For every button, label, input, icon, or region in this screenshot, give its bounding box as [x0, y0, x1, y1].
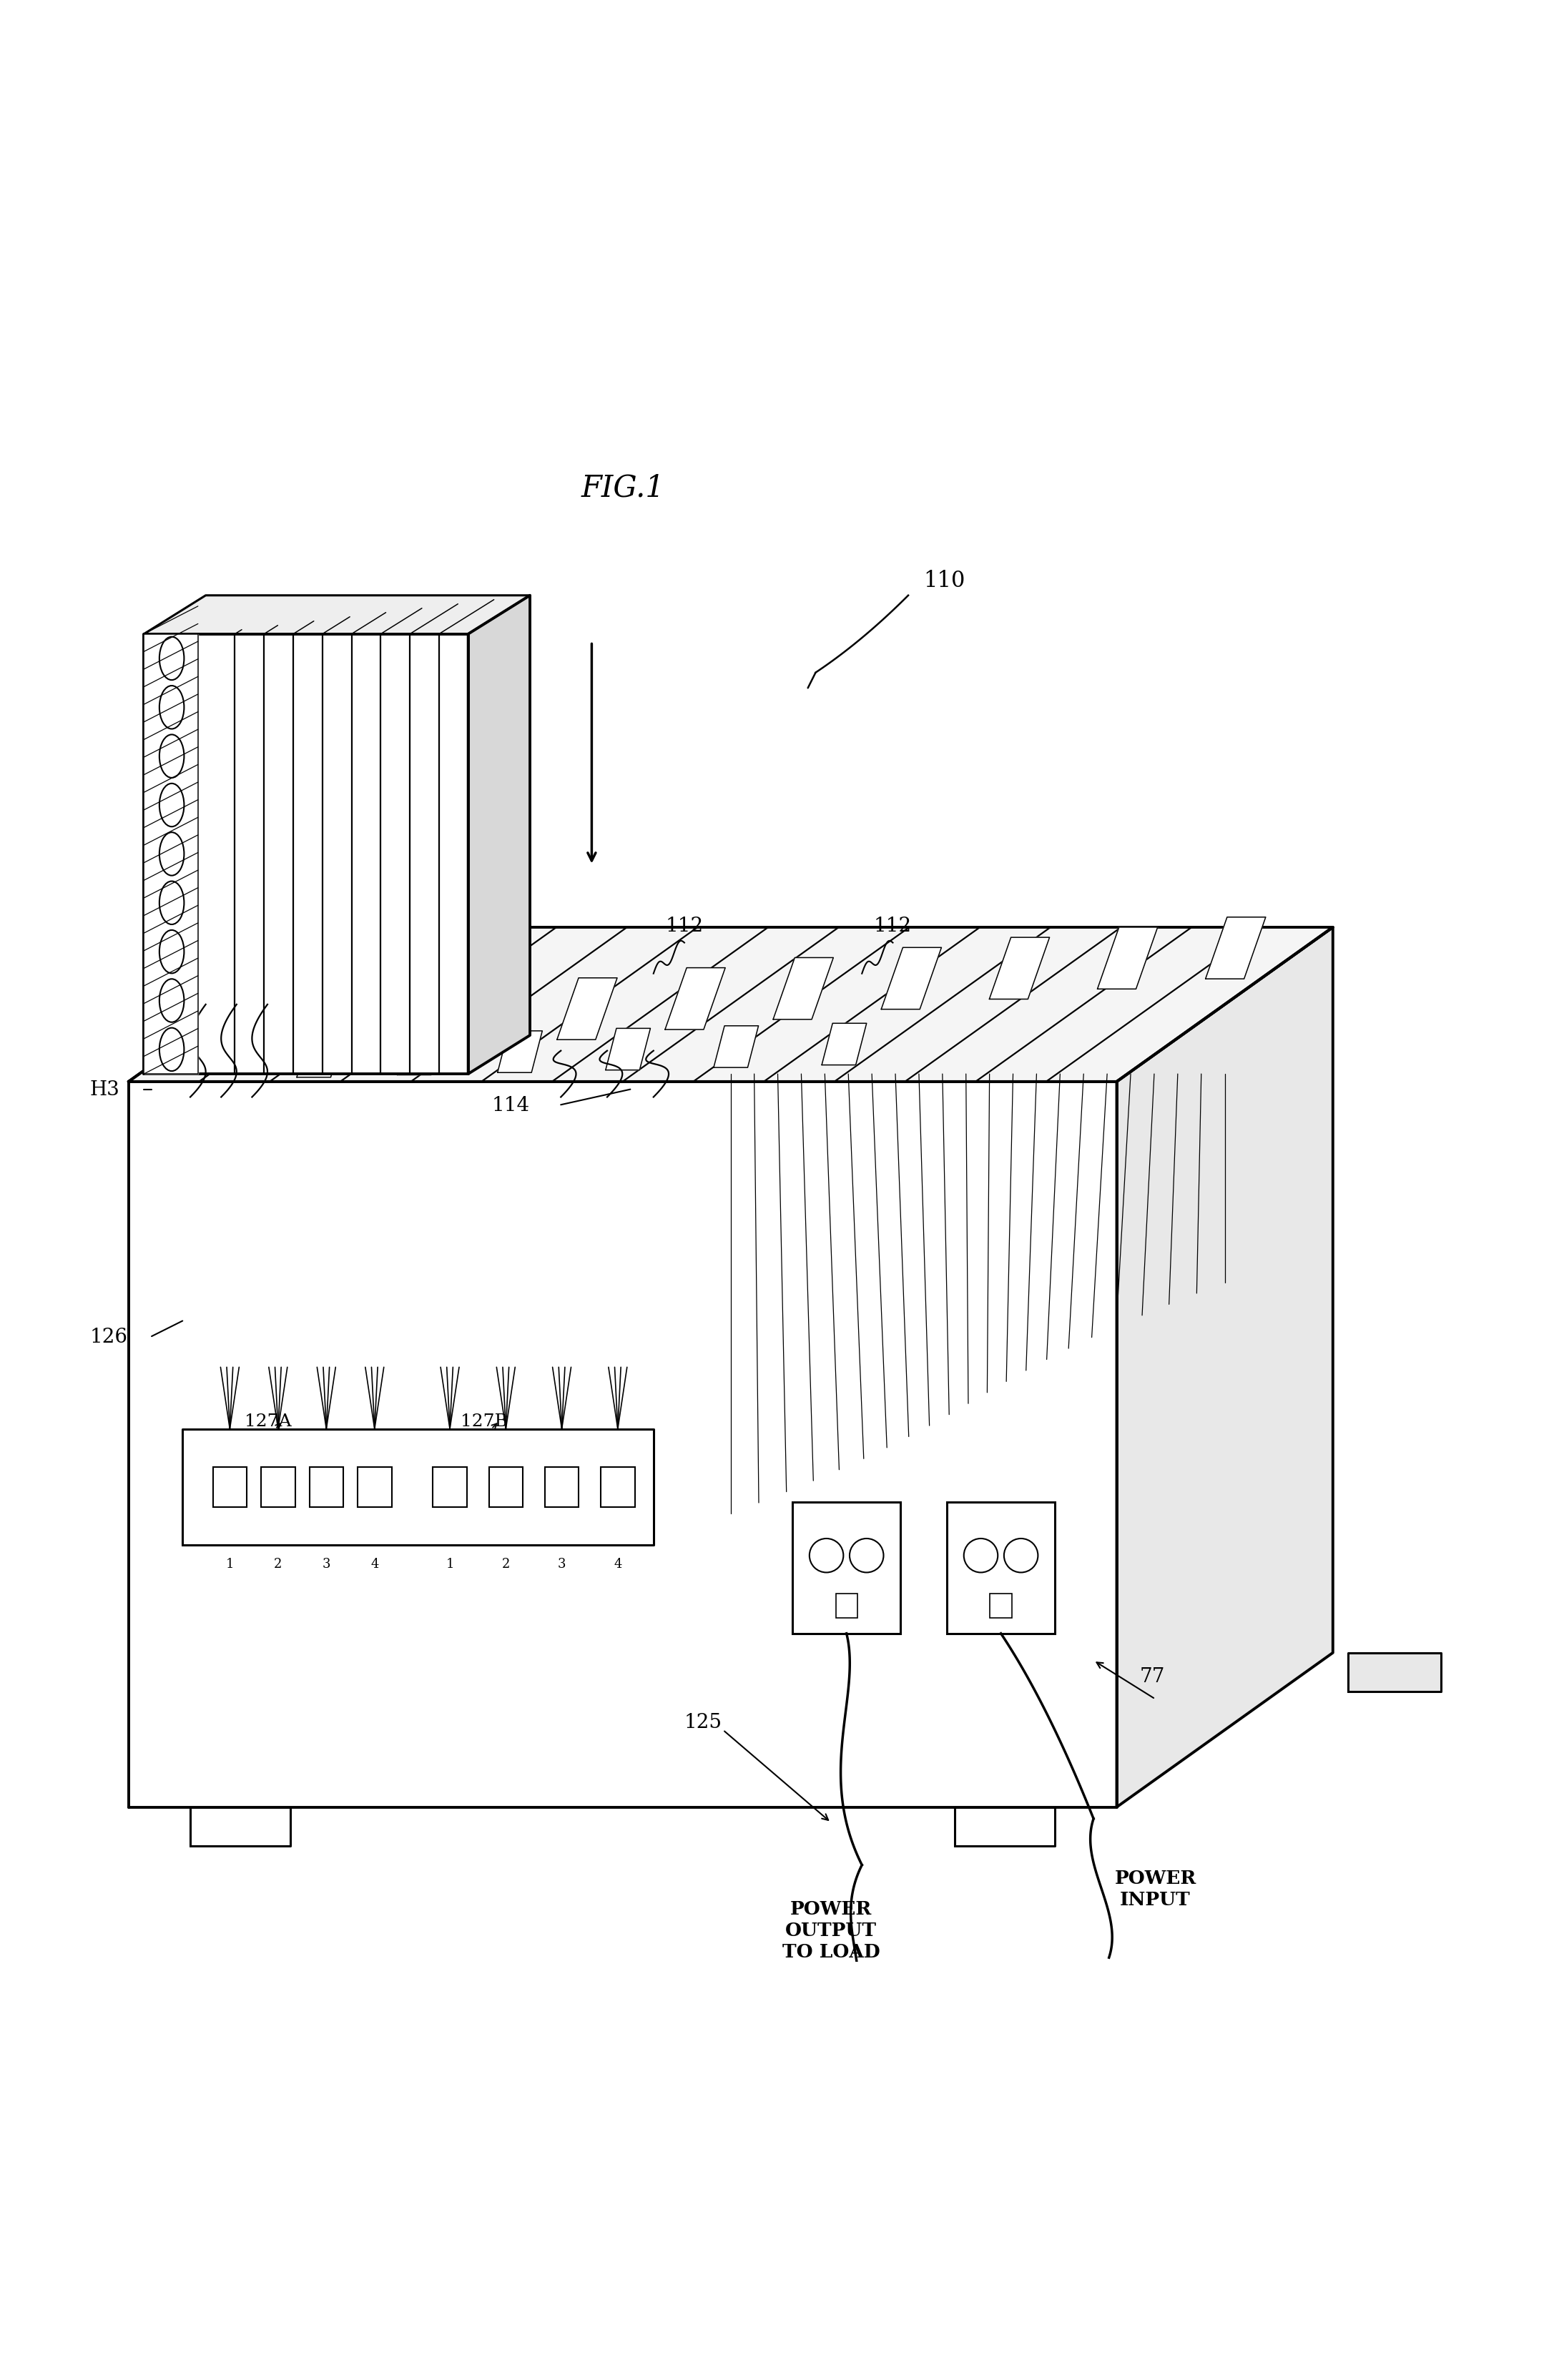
Polygon shape: [881, 947, 942, 1009]
Text: 112: 112: [665, 916, 704, 935]
Polygon shape: [954, 1806, 1055, 1847]
Polygon shape: [713, 1026, 758, 1069]
Polygon shape: [468, 595, 530, 1073]
Text: 3: 3: [322, 1557, 331, 1571]
Polygon shape: [145, 635, 468, 1073]
Polygon shape: [190, 1806, 291, 1847]
Bar: [434, 1466, 466, 1507]
Bar: [261, 1466, 295, 1507]
Polygon shape: [129, 928, 1333, 1083]
Bar: [793, 1502, 900, 1633]
Bar: [213, 1466, 247, 1507]
Polygon shape: [1206, 919, 1265, 978]
Text: POWER
OUTPUT
TO LOAD: POWER OUTPUT TO LOAD: [782, 1899, 880, 1961]
Text: 1: 1: [446, 1557, 454, 1571]
Polygon shape: [1117, 928, 1333, 1806]
Polygon shape: [497, 1031, 542, 1073]
Bar: [946, 1502, 1055, 1633]
Polygon shape: [556, 978, 617, 1040]
Text: 110: 110: [923, 569, 965, 593]
Text: 4: 4: [614, 1557, 622, 1571]
Polygon shape: [606, 1028, 651, 1071]
Bar: [357, 1466, 392, 1507]
Polygon shape: [182, 1428, 654, 1545]
Text: FIG.1: FIG.1: [581, 474, 665, 502]
Polygon shape: [990, 938, 1049, 1000]
Bar: [545, 1466, 578, 1507]
Polygon shape: [1349, 1654, 1441, 1692]
Bar: [601, 1466, 634, 1507]
Text: 2: 2: [502, 1557, 510, 1571]
Polygon shape: [449, 988, 510, 1050]
Text: 4: 4: [370, 1557, 379, 1571]
Polygon shape: [1097, 928, 1158, 990]
Text: 112: 112: [190, 664, 228, 683]
Text: H3: H3: [90, 1081, 120, 1100]
Bar: [990, 1595, 1012, 1618]
Text: 1: 1: [225, 1557, 235, 1571]
Polygon shape: [398, 1033, 441, 1076]
Polygon shape: [129, 1083, 1117, 1806]
Text: 77: 77: [1139, 1666, 1166, 1685]
Bar: [836, 1595, 858, 1618]
Polygon shape: [145, 635, 197, 1073]
Text: 127B: 127B: [460, 1414, 508, 1428]
Polygon shape: [665, 969, 726, 1031]
Text: 114: 114: [491, 1095, 530, 1114]
Bar: [490, 1466, 522, 1507]
Text: 125: 125: [684, 1714, 723, 1733]
Polygon shape: [297, 1035, 342, 1078]
Text: 126: 126: [90, 1328, 127, 1347]
Polygon shape: [822, 1023, 867, 1066]
Text: 112: 112: [873, 916, 912, 935]
Polygon shape: [145, 595, 530, 635]
Text: 2: 2: [274, 1557, 283, 1571]
Polygon shape: [774, 959, 833, 1019]
Bar: [309, 1466, 343, 1507]
Text: 3: 3: [558, 1557, 566, 1571]
Text: 127A: 127A: [244, 1414, 291, 1428]
Text: POWER
INPUT: POWER INPUT: [1114, 1868, 1197, 1909]
